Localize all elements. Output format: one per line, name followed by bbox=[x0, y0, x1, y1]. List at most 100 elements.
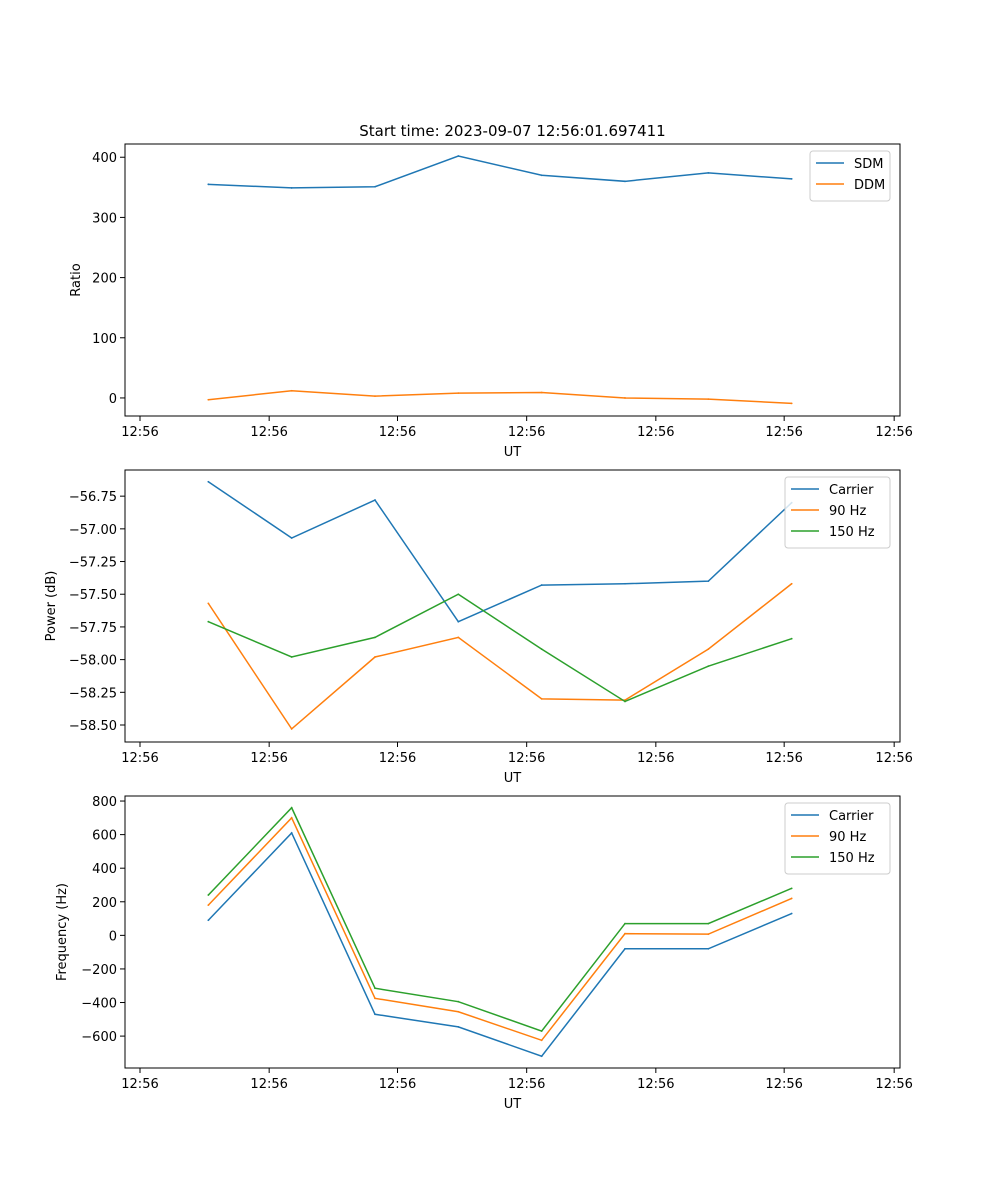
legend: Carrier 90 Hz 150 Hz bbox=[784, 802, 891, 875]
data-point bbox=[790, 897, 793, 900]
data-point bbox=[790, 637, 793, 640]
x-tick-label: 12:56 bbox=[508, 751, 545, 766]
series-line-150-hz bbox=[207, 806, 792, 1032]
data-point bbox=[207, 919, 210, 922]
legend-label: Carrier bbox=[829, 483, 874, 498]
data-point bbox=[207, 480, 210, 483]
y-tick-label: −57.75 bbox=[69, 621, 117, 636]
data-point bbox=[790, 912, 793, 915]
data-point bbox=[624, 922, 626, 925]
data-point bbox=[207, 183, 210, 186]
x-tick-label: 12:56 bbox=[765, 425, 802, 440]
y-tick-label: 400 bbox=[92, 862, 117, 877]
y-tick-label: −57.25 bbox=[69, 556, 117, 571]
x-tick-label: 12:56 bbox=[637, 751, 674, 766]
series-line-90-hz bbox=[207, 583, 793, 731]
axes-frame bbox=[124, 795, 901, 1069]
legend-label: Carrier bbox=[829, 809, 874, 824]
data-point bbox=[790, 178, 793, 180]
x-tick-label: 12:56 bbox=[250, 1077, 287, 1092]
data-point bbox=[374, 185, 376, 188]
y-tick-label: 300 bbox=[92, 211, 117, 226]
data-point bbox=[374, 499, 376, 501]
data-point bbox=[540, 391, 543, 394]
x-tick-label: 12:56 bbox=[121, 1077, 158, 1092]
data-point bbox=[540, 648, 543, 651]
y-tick-label: 100 bbox=[92, 332, 117, 347]
y-tick-label: 600 bbox=[92, 829, 117, 844]
y-tick-label: 0 bbox=[109, 929, 117, 944]
x-tick-label: 12:56 bbox=[379, 425, 416, 440]
data-point bbox=[374, 656, 376, 658]
data-point bbox=[207, 894, 210, 896]
x-tick-label: 12:56 bbox=[875, 425, 912, 440]
x-axis-label: UT bbox=[504, 445, 522, 460]
data-point bbox=[457, 1010, 460, 1013]
data-point bbox=[374, 997, 376, 1000]
data-point bbox=[540, 1055, 543, 1058]
data-point bbox=[457, 392, 460, 395]
data-point bbox=[624, 947, 626, 950]
x-tick-label: 12:56 bbox=[379, 1077, 416, 1092]
x-tick-label: 12:56 bbox=[875, 751, 912, 766]
data-point bbox=[624, 700, 626, 703]
chart-panel-3: 12:56 12:56 12:56 12:56 12:56 12:56 12:56 800 60… bbox=[55, 795, 913, 1112]
x-axis-label: UT bbox=[504, 771, 522, 786]
x-tick-label: 12:56 bbox=[508, 425, 545, 440]
data-point bbox=[457, 1000, 460, 1003]
data-point bbox=[540, 584, 543, 586]
chart-title: Start time: 2023-09-07 12:56:01.697411 bbox=[359, 122, 665, 140]
data-point bbox=[207, 398, 210, 401]
y-axis-label: Ratio bbox=[69, 263, 84, 296]
data-point bbox=[374, 636, 376, 639]
data-point bbox=[457, 620, 460, 623]
data-point bbox=[707, 171, 710, 174]
data-point bbox=[707, 933, 710, 936]
y-tick-label: −600 bbox=[81, 1030, 117, 1045]
y-tick-label: −57.50 bbox=[69, 588, 117, 603]
data-point bbox=[624, 180, 626, 183]
y-tick-label: 400 bbox=[92, 151, 117, 166]
legend-label: SDM bbox=[854, 157, 883, 172]
y-tick-label: −58.50 bbox=[69, 719, 117, 734]
data-point bbox=[374, 987, 376, 990]
y-tick-label: −58.25 bbox=[69, 686, 117, 701]
data-point bbox=[457, 593, 460, 596]
x-tick-label: 12:56 bbox=[765, 751, 802, 766]
data-point bbox=[374, 395, 376, 398]
series-line-carrier bbox=[207, 831, 792, 1058]
x-tick-label: 12:56 bbox=[637, 425, 674, 440]
data-point bbox=[290, 806, 293, 809]
series-line-ddm bbox=[208, 389, 792, 405]
axes-frame bbox=[124, 143, 901, 417]
data-point bbox=[290, 816, 293, 819]
x-tick-label: 12:56 bbox=[121, 425, 158, 440]
data-point bbox=[707, 665, 710, 668]
axes-frame bbox=[124, 469, 901, 743]
y-tick-label: −200 bbox=[81, 963, 117, 978]
data-point bbox=[707, 398, 710, 401]
chart-panel-1: 12:56 12:56 12:56 12:56 12:56 12:56 12:56 0 100 2… bbox=[69, 143, 913, 460]
y-tick-label: −57.00 bbox=[69, 523, 117, 538]
data-point bbox=[790, 582, 793, 585]
y-axis-label: Power (dB) bbox=[44, 571, 59, 642]
data-point bbox=[540, 1030, 543, 1032]
x-tick-label: 12:56 bbox=[765, 1077, 802, 1092]
legend-label: 150 Hz bbox=[829, 525, 875, 540]
data-point bbox=[457, 636, 460, 639]
series-line-150-hz bbox=[208, 593, 792, 703]
chart-panel-2: 12:56 12:56 12:56 12:56 12:56 12:56 12:56 −56.7… bbox=[44, 469, 913, 786]
legend-label: 90 Hz bbox=[829, 830, 866, 845]
data-point bbox=[707, 580, 710, 583]
x-tick-label: 12:56 bbox=[875, 1077, 912, 1092]
data-point bbox=[290, 656, 293, 658]
data-point bbox=[457, 1025, 460, 1028]
data-point bbox=[290, 728, 293, 730]
x-tick-label: 12:56 bbox=[379, 751, 416, 766]
legend-label: 90 Hz bbox=[829, 504, 866, 519]
data-point bbox=[457, 155, 460, 157]
data-point bbox=[540, 697, 543, 700]
series-line-90-hz bbox=[207, 816, 792, 1042]
x-axis-label: UT bbox=[504, 1097, 522, 1112]
